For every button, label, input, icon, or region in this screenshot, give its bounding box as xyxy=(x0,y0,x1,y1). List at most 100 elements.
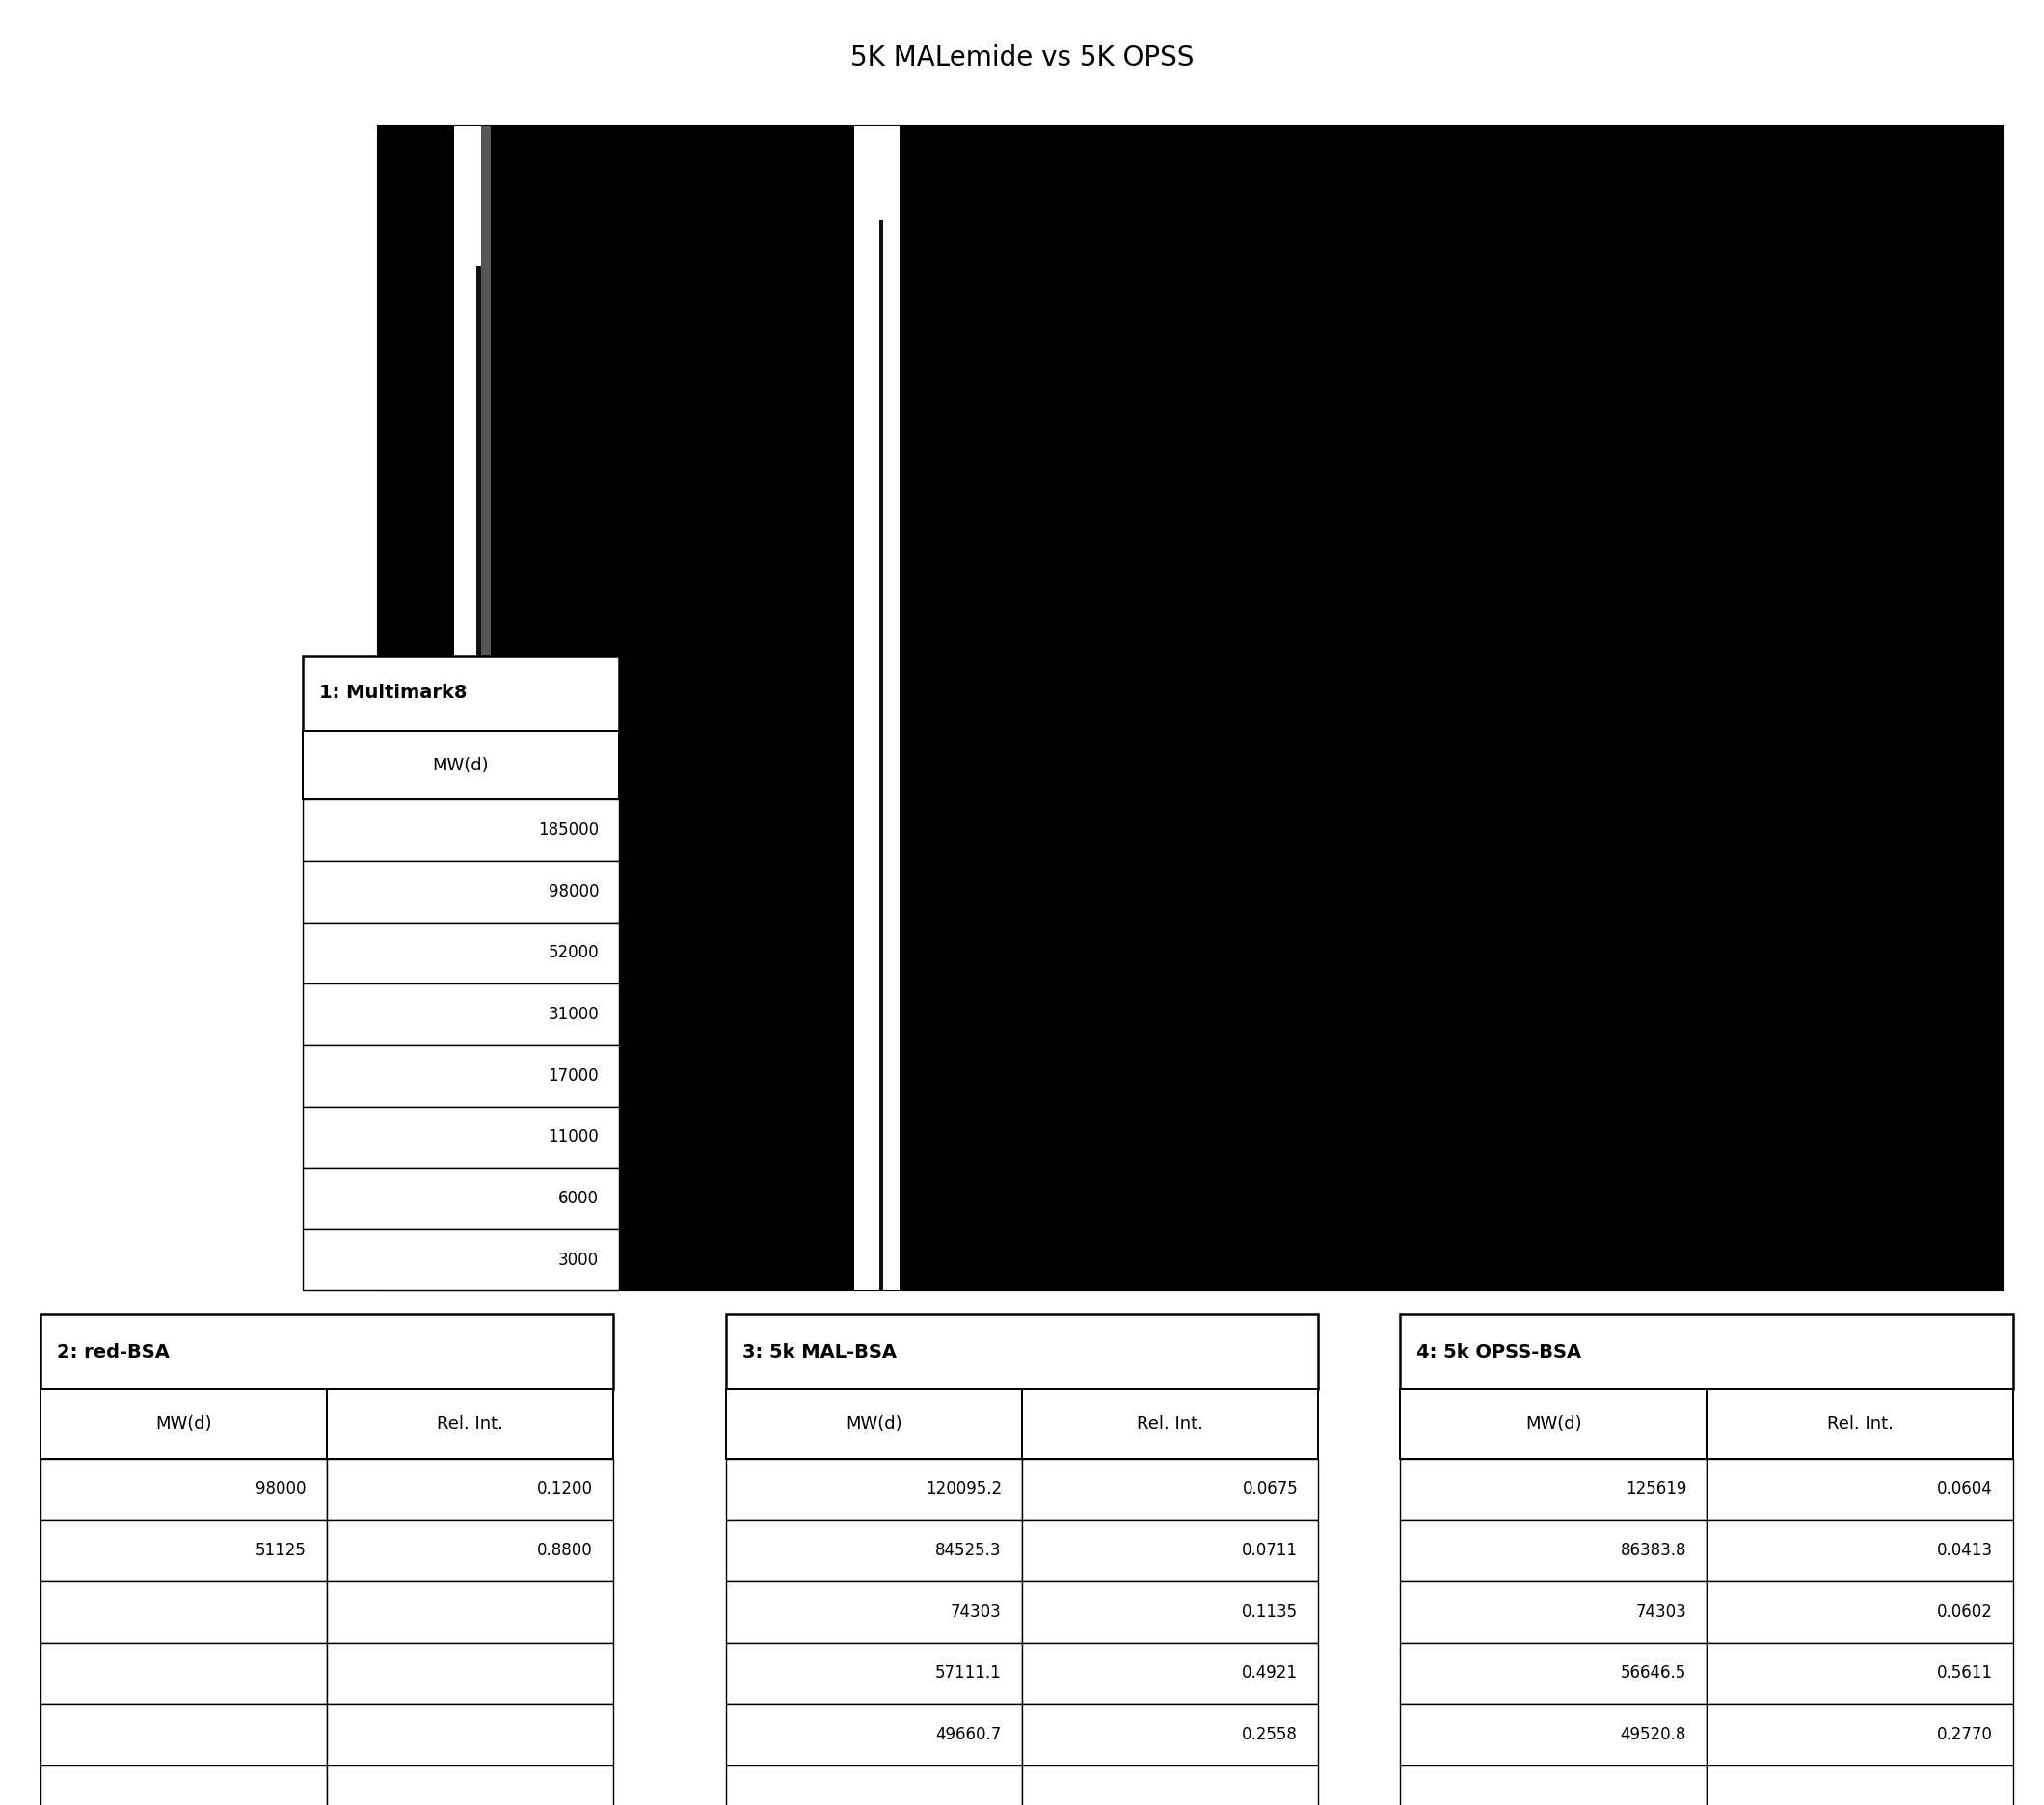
Text: MW(d): MW(d) xyxy=(155,1415,213,1433)
Bar xyxy=(1022,1520,1318,1581)
Text: 0.0413: 0.0413 xyxy=(1938,1541,1993,1560)
Bar xyxy=(327,1390,613,1458)
Bar xyxy=(303,1168,619,1229)
Bar xyxy=(303,1229,619,1291)
Text: MW(d): MW(d) xyxy=(846,1415,901,1433)
Text: MW(d): MW(d) xyxy=(433,756,489,774)
Text: 0.8800: 0.8800 xyxy=(538,1541,593,1560)
Text: 125619: 125619 xyxy=(1625,1480,1686,1498)
Text: 0.0604: 0.0604 xyxy=(1938,1480,1993,1498)
Bar xyxy=(1400,1458,1707,1520)
Bar xyxy=(41,1643,327,1704)
Bar xyxy=(41,1704,327,1765)
Text: 3000: 3000 xyxy=(558,1251,599,1269)
Bar xyxy=(41,1458,327,1520)
Text: 0.1200: 0.1200 xyxy=(538,1480,593,1498)
Text: 5K MALemide vs 5K OPSS: 5K MALemide vs 5K OPSS xyxy=(850,45,1194,70)
Bar xyxy=(1707,1390,2013,1458)
Bar xyxy=(41,1390,327,1458)
Bar xyxy=(378,126,2003,1291)
Bar xyxy=(327,1643,613,1704)
Text: 0.2558: 0.2558 xyxy=(1243,1726,1298,1744)
Text: 17000: 17000 xyxy=(548,1067,599,1085)
Bar xyxy=(1707,1581,2013,1643)
Text: 6000: 6000 xyxy=(558,1189,599,1208)
Text: 2: red-BSA: 2: red-BSA xyxy=(57,1343,170,1361)
Bar xyxy=(1400,1704,1707,1765)
Bar xyxy=(454,126,491,1291)
Bar xyxy=(726,1704,1022,1765)
Text: 120095.2: 120095.2 xyxy=(926,1480,1002,1498)
Text: Rel. Int.: Rel. Int. xyxy=(1136,1415,1204,1433)
Bar xyxy=(303,655,619,731)
Text: 52000: 52000 xyxy=(548,944,599,962)
Bar xyxy=(482,126,491,1291)
Text: Rel. Int.: Rel. Int. xyxy=(437,1415,503,1433)
Bar xyxy=(303,922,619,984)
Bar xyxy=(726,1765,1022,1805)
Text: 49520.8: 49520.8 xyxy=(1621,1726,1686,1744)
Bar xyxy=(41,1520,327,1581)
Bar xyxy=(1707,1520,2013,1581)
Bar xyxy=(1707,1458,2013,1520)
Text: 0.0675: 0.0675 xyxy=(1243,1480,1298,1498)
Bar xyxy=(726,1643,1022,1704)
Bar xyxy=(1400,1314,2013,1390)
Bar xyxy=(1400,1581,1707,1643)
Bar xyxy=(726,1390,1022,1458)
Bar xyxy=(1022,1581,1318,1643)
Text: Rel. Int.: Rel. Int. xyxy=(1827,1415,1893,1433)
Bar xyxy=(476,265,482,1291)
Bar xyxy=(1022,1765,1318,1805)
Text: 0.2770: 0.2770 xyxy=(1938,1726,1993,1744)
Text: 185000: 185000 xyxy=(538,821,599,839)
Text: 0.0711: 0.0711 xyxy=(1243,1541,1298,1560)
Bar xyxy=(41,1765,327,1805)
Bar xyxy=(327,1520,613,1581)
Bar xyxy=(726,1581,1022,1643)
Text: 56646.5: 56646.5 xyxy=(1621,1664,1686,1682)
Bar xyxy=(327,1581,613,1643)
Text: 49660.7: 49660.7 xyxy=(936,1726,1002,1744)
Text: 0.5611: 0.5611 xyxy=(1938,1664,1993,1682)
Bar xyxy=(303,1106,619,1168)
Text: MW(d): MW(d) xyxy=(1525,1415,1582,1433)
Text: 0.4921: 0.4921 xyxy=(1243,1664,1298,1682)
Bar xyxy=(327,1765,613,1805)
Text: 74303: 74303 xyxy=(1635,1603,1686,1621)
Bar xyxy=(1707,1643,2013,1704)
Text: 98000: 98000 xyxy=(256,1480,307,1498)
Text: 51125: 51125 xyxy=(256,1541,307,1560)
Text: 31000: 31000 xyxy=(548,1005,599,1023)
Bar xyxy=(726,1520,1022,1581)
Bar xyxy=(1707,1765,2013,1805)
Bar xyxy=(854,126,899,1291)
Text: 74303: 74303 xyxy=(950,1603,1002,1621)
Text: 3: 5k MAL-BSA: 3: 5k MAL-BSA xyxy=(742,1343,895,1361)
Text: 0.0602: 0.0602 xyxy=(1938,1603,1993,1621)
Bar xyxy=(41,1581,327,1643)
Bar xyxy=(1022,1458,1318,1520)
Bar xyxy=(327,1458,613,1520)
Bar xyxy=(303,800,619,861)
Bar xyxy=(303,984,619,1045)
Bar xyxy=(879,220,883,1291)
Bar xyxy=(303,731,619,800)
Bar xyxy=(1400,1520,1707,1581)
Text: 11000: 11000 xyxy=(548,1128,599,1146)
Bar xyxy=(1022,1390,1318,1458)
Bar xyxy=(1707,1704,2013,1765)
Text: 57111.1: 57111.1 xyxy=(936,1664,1002,1682)
Text: 86383.8: 86383.8 xyxy=(1621,1541,1686,1560)
Bar xyxy=(1400,1643,1707,1704)
Bar xyxy=(41,1314,613,1390)
Bar xyxy=(1022,1704,1318,1765)
Bar xyxy=(1400,1390,1707,1458)
Bar xyxy=(327,1704,613,1765)
Bar xyxy=(1400,1765,1707,1805)
Text: 4: 5k OPSS-BSA: 4: 5k OPSS-BSA xyxy=(1416,1343,1582,1361)
Bar xyxy=(726,1314,1318,1390)
Text: 98000: 98000 xyxy=(548,883,599,901)
Text: 1: Multimark8: 1: Multimark8 xyxy=(319,684,466,702)
Bar xyxy=(726,1458,1022,1520)
